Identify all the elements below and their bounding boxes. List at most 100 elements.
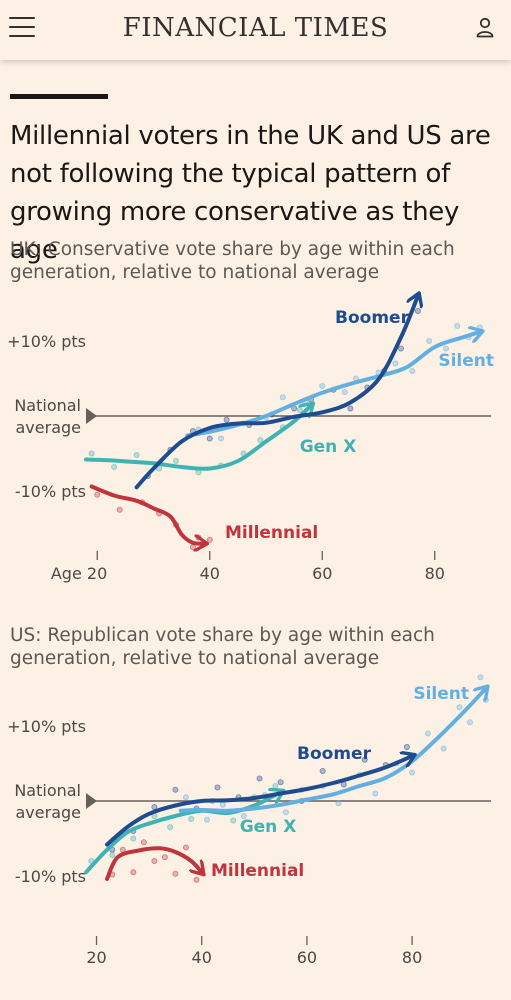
data-point (172, 457, 179, 464)
data-point (397, 345, 404, 352)
data-point (347, 405, 354, 412)
data-point (256, 775, 263, 782)
y-tick-label: -10% pts (15, 482, 86, 501)
series-line-millennial (89, 484, 205, 544)
series-label-millennial: Millennial (211, 861, 304, 881)
data-point (182, 794, 189, 801)
data-point (189, 544, 196, 551)
data-point (240, 812, 247, 819)
data-point (409, 769, 416, 776)
x-tick-label: 60 (297, 948, 317, 967)
data-point (188, 815, 195, 822)
scatter-silent (182, 674, 489, 823)
hamburger-menu-icon[interactable] (9, 17, 35, 39)
user-account-icon[interactable] (474, 16, 496, 40)
data-point (279, 394, 286, 401)
data-point (440, 745, 447, 752)
data-point (409, 368, 416, 375)
brand-masthead[interactable]: FINANCIAL TIMES (122, 13, 389, 43)
data-point (257, 436, 264, 443)
data-point (456, 704, 463, 711)
data-point (94, 491, 101, 498)
data-point (182, 844, 189, 851)
data-point (414, 307, 421, 314)
data-point (172, 870, 179, 877)
data-point (167, 824, 174, 831)
series-line-gen-x (84, 406, 311, 471)
data-point (282, 809, 289, 816)
data-point (151, 803, 158, 810)
series-label-silent: Silent (438, 351, 494, 371)
x-tick-label: 40 (200, 564, 220, 583)
y-tick-label: +10% pts (7, 332, 86, 351)
national-average-marker (86, 793, 97, 809)
national-average-marker (86, 408, 97, 424)
data-point (361, 756, 368, 763)
y-tick-label: +10% pts (7, 717, 86, 736)
y-tick-label: -10% pts (15, 867, 86, 886)
x-tick-label: 20 (86, 948, 106, 967)
data-point (341, 389, 348, 396)
headline-accent-bar (10, 94, 108, 99)
data-point (172, 786, 179, 793)
data-point (466, 719, 473, 726)
us-chart-subtitle: US: Republican vote share by age within … (10, 625, 435, 669)
x-tick-label: 80 (425, 564, 445, 583)
data-point (161, 854, 168, 861)
data-point (426, 338, 433, 345)
data-point (109, 851, 116, 858)
data-point (116, 506, 123, 513)
series-line-millennial (105, 846, 202, 881)
data-point (193, 876, 200, 883)
data-point (319, 383, 326, 390)
series-line-silent (178, 689, 486, 813)
x-tick-label: 80 (402, 948, 422, 967)
x-tick-label: 40 (192, 948, 212, 967)
headline: Millennial voters in the UK and US are n… (10, 121, 491, 265)
data-point (319, 768, 326, 775)
scatter-millennial (94, 491, 213, 551)
series-line-boomer (134, 296, 418, 490)
data-point (133, 451, 140, 458)
uk-chart: National average +10% pts -10% pts Age 20 40 6… (7, 280, 494, 583)
data-point (272, 783, 279, 790)
data-point (203, 816, 210, 823)
data-point (482, 696, 489, 703)
data-point (372, 790, 379, 797)
series-line-silent (185, 332, 480, 438)
data-point (151, 857, 158, 864)
series-label-boomer: Boomer (335, 308, 410, 328)
data-point (214, 784, 221, 791)
national-average-label: National average (14, 781, 81, 822)
data-point (130, 835, 137, 842)
data-point (230, 817, 237, 824)
data-point (442, 345, 449, 352)
series-line-boomer (105, 756, 412, 847)
data-point (140, 839, 147, 846)
series-label-silent: Silent (413, 684, 469, 704)
us-chart: National average +10% pts -10% pts 20 40 60 80 S… (7, 674, 491, 967)
data-point (296, 407, 303, 414)
scatter-millennial (109, 839, 200, 883)
data-point (223, 416, 230, 423)
data-point (206, 536, 213, 543)
data-point (392, 360, 399, 367)
data-point (217, 435, 224, 442)
data-point (88, 450, 95, 457)
data-point (454, 323, 461, 330)
uk-chart-subtitle: UK: Conservative vote share by age withi… (10, 239, 455, 283)
scatter-boomer (144, 307, 421, 479)
series-label-gen-x: Gen X (240, 817, 297, 837)
series-label-millennial: Millennial (225, 523, 318, 543)
data-point (335, 800, 342, 807)
data-point (403, 744, 410, 751)
x-tick-label: 60 (312, 564, 332, 583)
data-point (277, 779, 284, 786)
data-point (130, 869, 137, 876)
data-point (111, 463, 118, 470)
national-average-label: National average (14, 396, 81, 437)
data-point (219, 801, 226, 808)
data-point (477, 674, 484, 681)
data-point (206, 435, 213, 442)
data-point (424, 730, 431, 737)
